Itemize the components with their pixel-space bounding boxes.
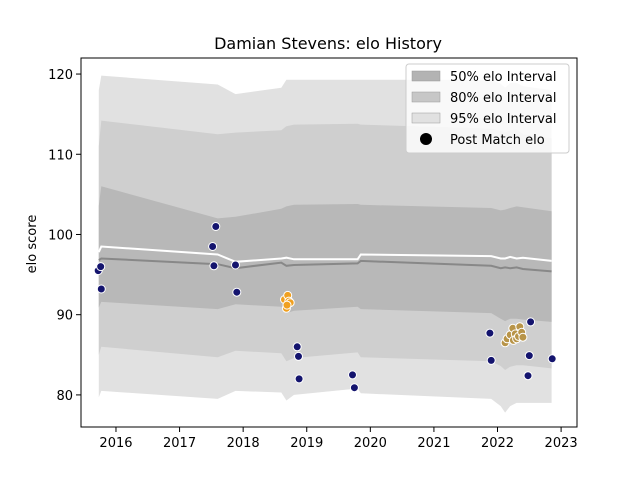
- legend-label: 80% elo Interval: [450, 91, 557, 106]
- data-point: [486, 355, 496, 365]
- data-point: [348, 370, 357, 380]
- data-point: [526, 317, 536, 327]
- y-tick-label: 110: [48, 148, 73, 163]
- y-axis-label: elo score: [25, 215, 40, 274]
- data-point: [231, 260, 240, 270]
- x-axis: 2016 2017 2018 2019 2020 2021 2022 2023: [99, 427, 578, 451]
- legend-swatch: [411, 70, 441, 82]
- data-point: [294, 374, 304, 384]
- data-point: [208, 242, 218, 251]
- data-point: [524, 351, 534, 361]
- y-tick-label: 120: [48, 68, 73, 83]
- data-point: [485, 328, 495, 338]
- legend-label: Post Match elo: [450, 133, 545, 148]
- data-point: [523, 371, 533, 381]
- x-tick-label: 2021: [417, 436, 450, 451]
- x-tick-label: 2020: [354, 436, 387, 451]
- data-point: [518, 332, 528, 342]
- y-tick-label: 100: [48, 228, 73, 243]
- series-line-1: [98, 257, 552, 273]
- series-line-0: [97, 245, 552, 263]
- x-tick-label: 2023: [545, 436, 578, 451]
- x-tick-label: 2022: [481, 436, 514, 451]
- legend-swatch: [411, 91, 441, 103]
- data-point: [282, 300, 292, 310]
- data-point: [547, 354, 557, 364]
- y-tick-label: 90: [56, 309, 73, 324]
- legend-label: 50% elo Interval: [450, 70, 557, 85]
- x-tick-label: 2019: [290, 436, 323, 451]
- data-point: [96, 262, 106, 272]
- data-point: [349, 383, 359, 393]
- x-tick-label: 2016: [99, 436, 132, 451]
- legend-box: [405, 63, 570, 154]
- legend: 50% elo Interval 80% elo Interval 95% elo …: [405, 63, 570, 154]
- plot-area: [93, 75, 557, 413]
- data-point: [209, 261, 219, 271]
- y-tick-label: 80: [56, 389, 73, 404]
- data-point: [292, 342, 302, 352]
- plot-frame: [80, 57, 578, 428]
- y-axis: 80 90 100 110 120: [48, 68, 81, 404]
- data-point: [294, 351, 303, 361]
- chart-title: Damian Stevens: elo History: [214, 34, 442, 53]
- band-50: [98, 186, 552, 322]
- data-point: [211, 222, 221, 231]
- legend-marker: [420, 133, 432, 145]
- legend-label: 95% elo Interval: [450, 112, 557, 127]
- data-point: [232, 287, 242, 297]
- legend-swatch: [411, 112, 441, 124]
- x-tick-label: 2017: [163, 436, 196, 451]
- data-point: [96, 284, 106, 294]
- x-tick-label: 2018: [227, 436, 260, 451]
